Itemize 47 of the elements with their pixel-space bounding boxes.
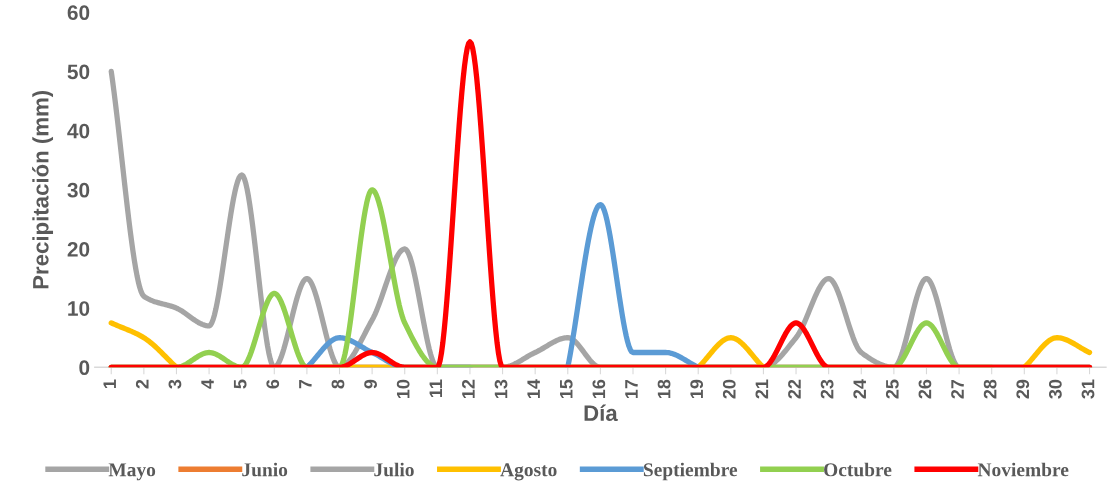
x-tick-label: 20 — [722, 379, 736, 399]
legend-label: Agosto — [500, 463, 557, 481]
x-tick-label: 27 — [951, 379, 964, 399]
x-tick-label: 28 — [983, 379, 997, 399]
x-tick-label: 18 — [657, 379, 671, 399]
x-tick-label: 4 — [201, 379, 214, 389]
y-tick-label: 30 — [67, 182, 90, 198]
x-tick-label: 21 — [755, 379, 769, 399]
x-tick-label: 17 — [625, 379, 638, 399]
legend-label: Noviembre — [977, 462, 1069, 477]
x-tick-label: 14 — [527, 379, 540, 399]
x-tick-label: 31 — [1081, 379, 1095, 399]
x-tick-label: 26 — [918, 379, 932, 399]
legend-label: Octubre — [824, 462, 892, 477]
x-tick-label: 7 — [299, 379, 312, 389]
x-tick-label: 23 — [820, 379, 834, 399]
y-axis-title: Precipitación (mm) — [32, 90, 54, 289]
x-tick-label: 13 — [494, 379, 508, 399]
x-axis-title: Día — [584, 404, 618, 422]
x-tick-label: 25 — [885, 379, 899, 399]
y-tick-label: 40 — [67, 123, 90, 139]
legend-label: Septiembre — [643, 462, 738, 481]
x-tick-label: 24 — [853, 379, 866, 399]
x-tick-label: 3 — [168, 379, 182, 389]
x-tick-label: 1 — [103, 379, 116, 388]
legend-label: Junio — [242, 462, 288, 477]
x-tick-label: 30 — [1048, 379, 1062, 399]
x-tick-label: 15 — [560, 379, 573, 399]
y-tick-label: 10 — [68, 301, 90, 316]
y-tick-label: 50 — [67, 64, 90, 80]
x-tick-label: 22 — [788, 379, 801, 399]
y-tick-label: 0 — [79, 360, 90, 376]
y-tick-label: 60 — [67, 5, 90, 21]
x-tick-label: 29 — [1016, 379, 1030, 399]
x-tick-label: 5 — [233, 379, 247, 389]
x-tick-label: 11 — [429, 379, 443, 398]
legend-label: Mayo — [108, 463, 156, 481]
x-tick-label: 16 — [592, 379, 606, 399]
x-tick-label: 9 — [364, 379, 377, 389]
x-tick-label: 19 — [690, 379, 704, 399]
x-tick-label: 12 — [462, 379, 475, 399]
y-tick-label: 20 — [67, 241, 90, 257]
legend-label: Julio — [374, 462, 414, 477]
x-tick-label: 10 — [396, 379, 410, 399]
x-tick-label: 8 — [331, 379, 345, 389]
x-tick-label: 2 — [135, 379, 149, 389]
x-tick-label: 6 — [266, 379, 280, 389]
